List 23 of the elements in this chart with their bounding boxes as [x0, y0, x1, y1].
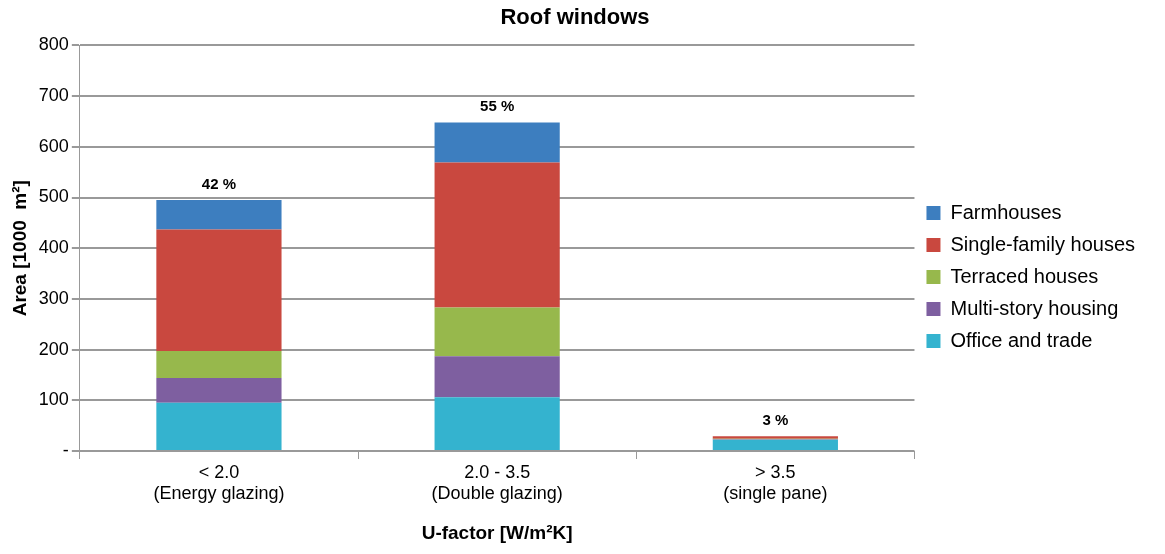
y-tick-label: 700: [38, 85, 69, 106]
legend-label: Terraced houses: [950, 264, 1099, 287]
legend-label: Single-family houses: [950, 232, 1135, 255]
y-tick-label: -: [62, 439, 69, 460]
y-tick-label: 500: [38, 186, 69, 207]
x-axis-title: U-factor [W/m²K]: [421, 521, 573, 543]
annotation: 42 %: [201, 174, 237, 192]
chart-title: Roof windows: [500, 4, 650, 30]
x-tick-label: < 2.0 (Energy glazing): [153, 461, 285, 504]
y-tick-label: 300: [38, 287, 69, 308]
annotation: 3 %: [762, 410, 789, 428]
y-axis-title: Area [1000 m²]: [8, 180, 30, 317]
y-tick-label: 200: [38, 338, 69, 359]
y-tick-label: 100: [38, 389, 69, 410]
x-tick-label: > 3.5 (single pane): [723, 461, 828, 504]
annotation: 55 %: [480, 97, 515, 115]
y-tick-label: 400: [38, 237, 69, 258]
legend-label: Multi-story housing: [950, 296, 1119, 319]
y-tick-label: 600: [38, 135, 69, 156]
legend-label: Office and trade: [950, 328, 1093, 351]
legend-label: Farmhouses: [950, 200, 1062, 223]
x-tick-label: 2.0 - 3.5 (Double glazing): [431, 461, 563, 504]
y-tick-label: 800: [38, 34, 69, 55]
